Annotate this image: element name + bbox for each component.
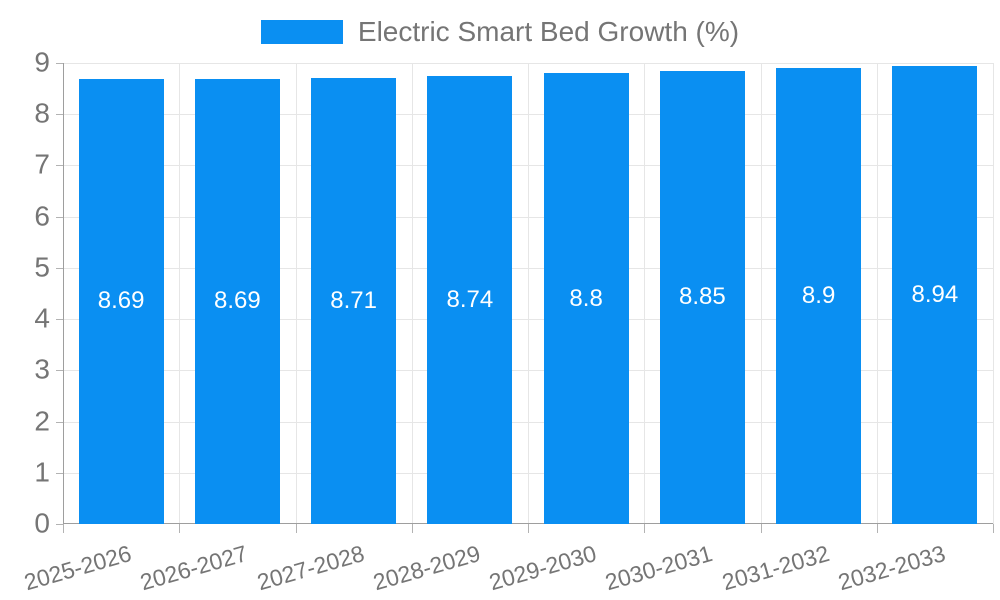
v-gridline [179,63,181,524]
bar: 8.8 [543,73,629,524]
bar-value-label: 8.74 [446,286,494,314]
x-tick-mark [760,524,762,533]
y-axis-line [63,63,64,524]
x-tick-mark [295,524,297,533]
y-axis-tick-label: 5 [34,251,50,283]
bar: 8.9 [776,68,862,524]
y-tick-mark [56,524,63,525]
v-gridline [295,63,297,524]
y-axis-tick-label: 2 [34,404,50,436]
y-tick-mark [56,114,63,116]
chart-legend: Electric Smart Bed Growth (%) [0,16,1000,48]
bar: 8.94 [892,66,978,524]
x-tick-mark [411,524,413,533]
bar: 8.69 [78,78,164,524]
v-gridline [528,63,529,524]
x-tick-mark [63,524,64,533]
x-tick-mark [876,524,878,533]
x-axis-tick-label: 2025-2026 [21,540,135,596]
bar-value-label: 8.69 [214,287,261,315]
y-axis-tick-label: 9 [34,46,50,78]
y-tick-mark [56,63,63,64]
legend-series-label: Electric Smart Bed Growth (%) [357,16,740,47]
x-label-slot: 2032-2033 [835,533,993,595]
v-gridline [876,63,878,524]
bar: 8.69 [194,78,280,524]
x-axis-line [63,523,993,524]
y-tick-mark [56,216,63,218]
y-axis-tick-label: 3 [34,353,50,385]
y-axis-tick-label: 1 [34,456,50,488]
y-axis-tick-label: 8 [34,97,50,129]
v-gridline [993,63,994,524]
y-axis-tick-label: 4 [34,302,50,334]
v-gridline [644,63,646,524]
bar: 8.74 [427,76,513,524]
legend-swatch-icon [260,20,343,44]
y-tick-mark [56,472,63,474]
x-tick-mark [179,524,181,533]
v-gridline [760,63,762,524]
y-tick-mark [56,319,63,321]
y-tick-mark [56,370,63,372]
bar-value-label: 8.71 [330,286,377,314]
y-axis-tick-label: 6 [34,200,50,232]
x-tick-mark [993,524,994,533]
bar: 8.85 [659,70,745,524]
v-gridline [411,63,413,524]
y-axis-tick-label: 0 [34,507,50,539]
bar-value-label: 8.9 [801,282,836,310]
bar: 8.71 [311,77,397,524]
bar-value-label: 8.85 [679,283,726,311]
bar-value-label: 8.8 [569,284,603,312]
bar-value-label: 8.94 [911,281,959,309]
plot-area: 8.69 8.69 8.71 8.74 8.8 8.85 8.9 8.94 [56,63,994,533]
x-tick-mark [644,524,646,533]
y-tick-mark [56,421,63,423]
bar-value-label: 8.69 [97,287,145,315]
y-axis-tick-label: 7 [34,148,50,180]
y-tick-mark [56,165,63,167]
y-tick-mark [56,267,63,269]
x-tick-mark [528,524,529,533]
